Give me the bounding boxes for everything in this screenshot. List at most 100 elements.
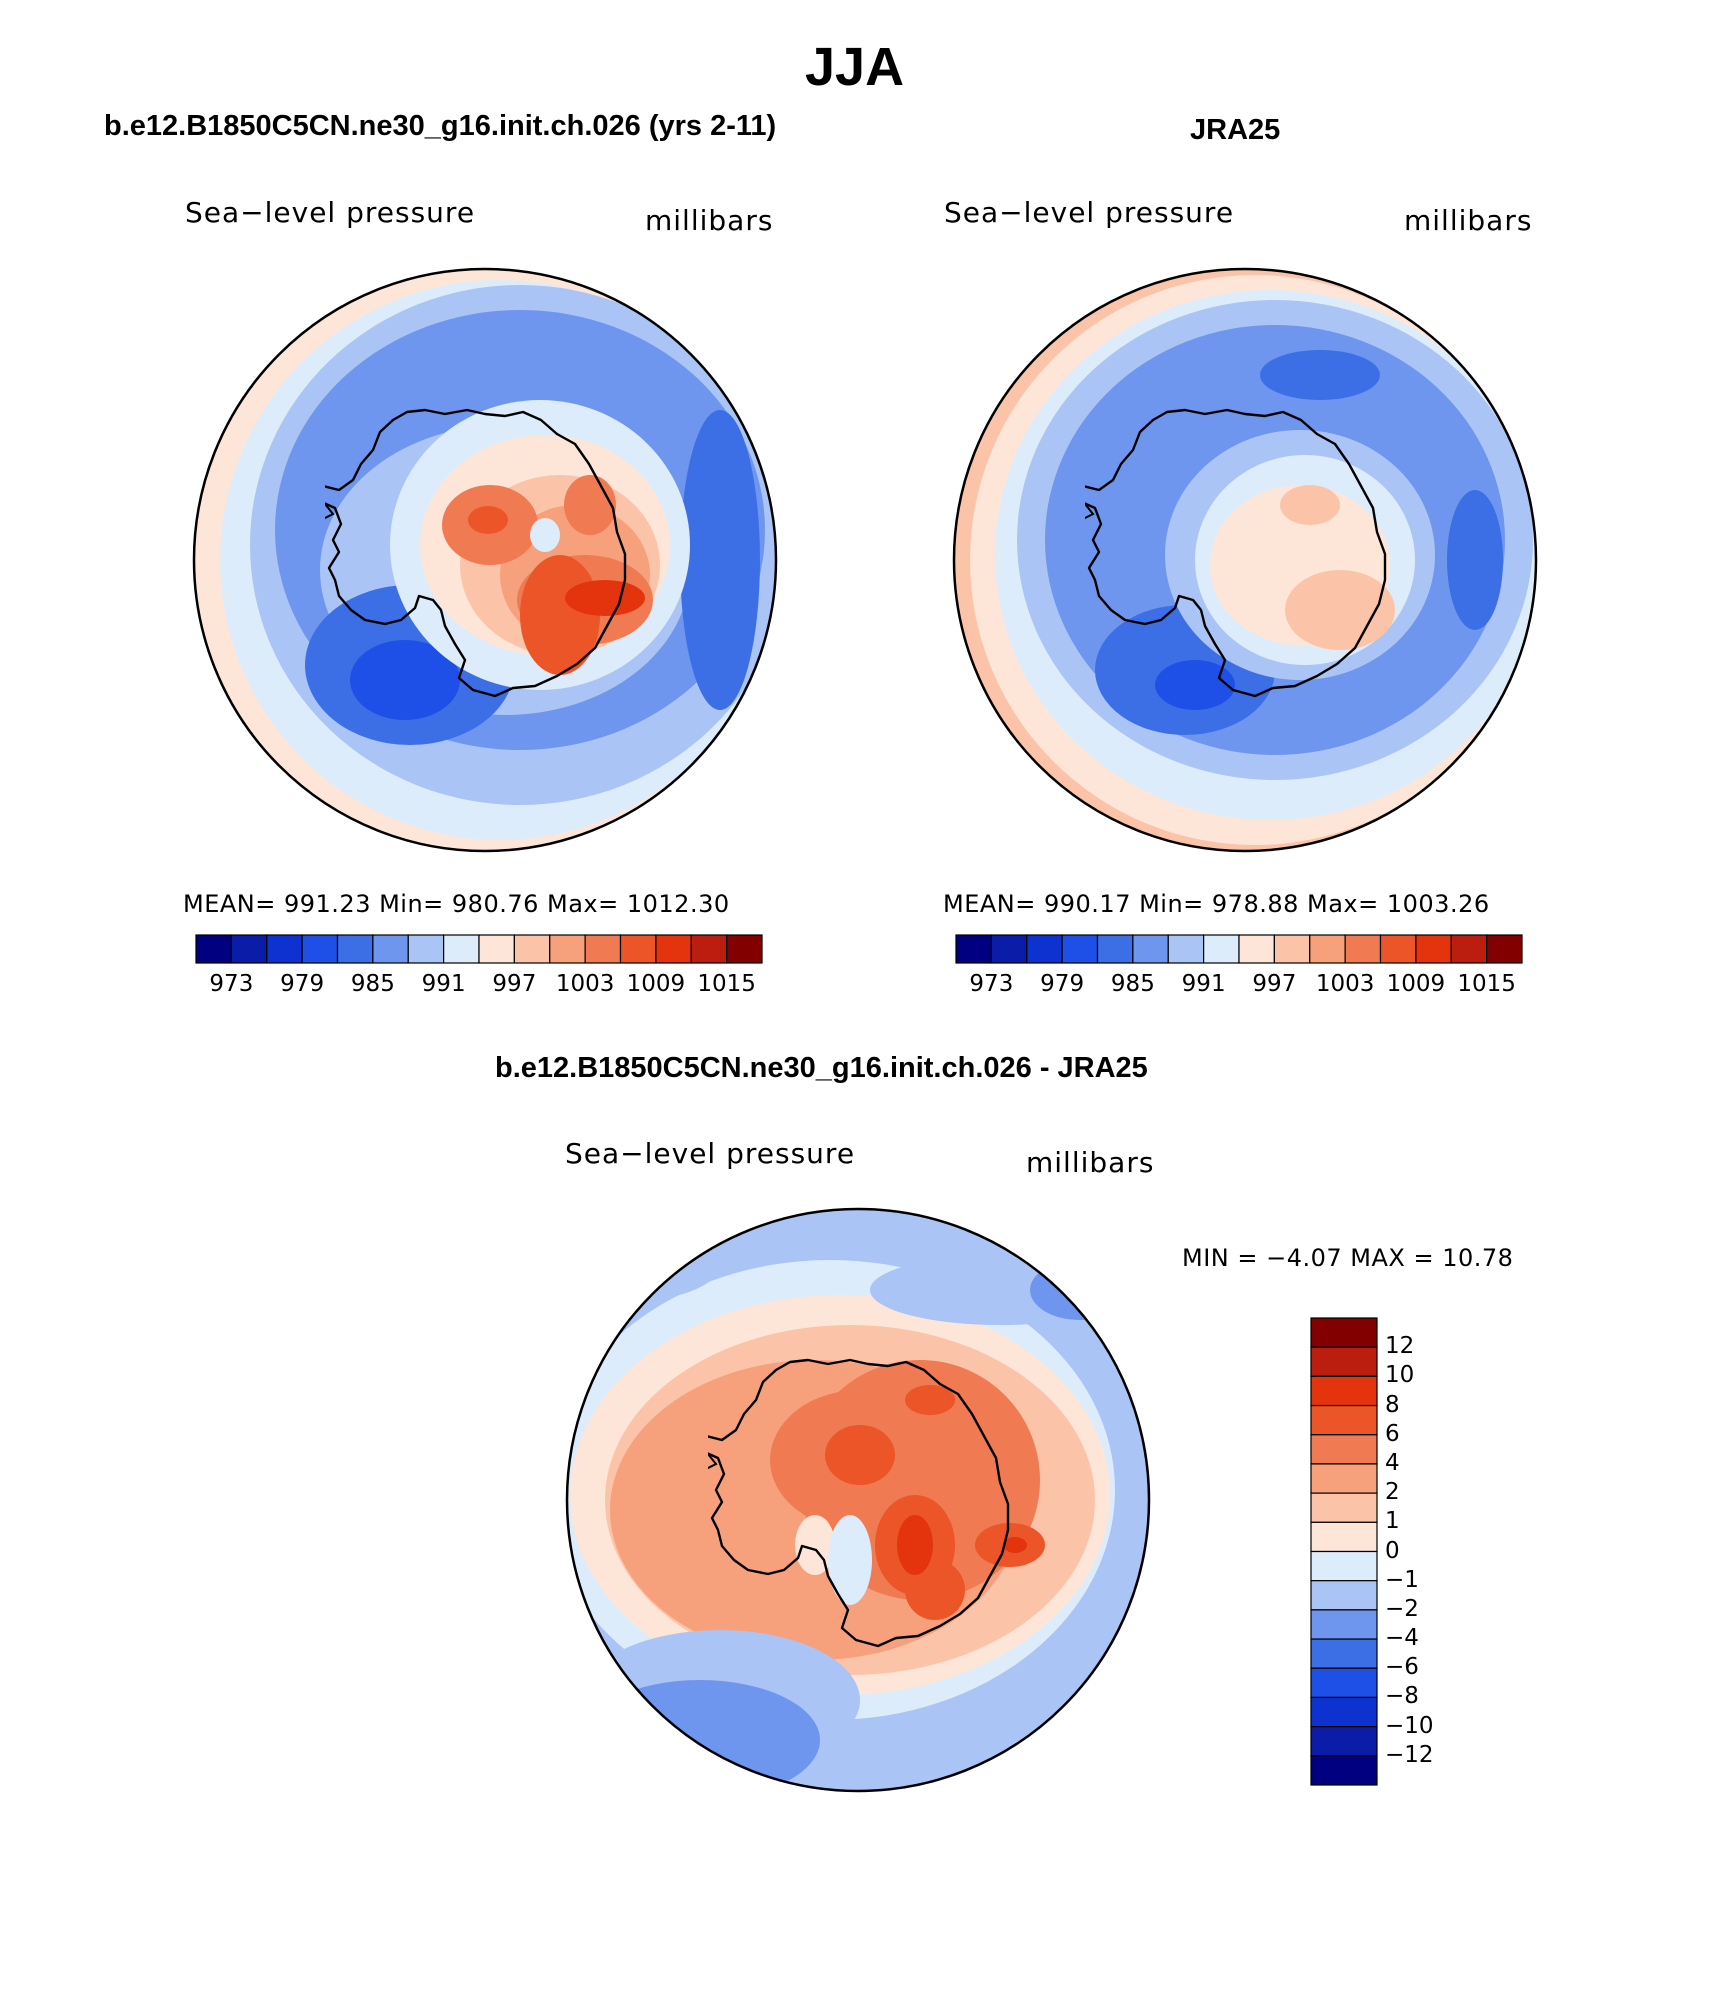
panel3-colorbar-label: 4 [1385, 1449, 1400, 1476]
panel3-colorbar-label: 6 [1385, 1420, 1400, 1447]
panel2-title: JRA25 [1190, 114, 1281, 146]
panel1-colorbar-box [584, 934, 622, 964]
panel3-colorbar-box [1310, 1638, 1378, 1669]
panel2-colorbar-box [1415, 934, 1452, 964]
panel1-colorbar-label: 991 [421, 971, 466, 997]
panel3-colorbar-box [1310, 1755, 1378, 1786]
panel1-colorbar-label: 985 [350, 971, 395, 997]
panel3-colorbar-box [1310, 1434, 1378, 1465]
panel2-colorbar-box [1203, 934, 1240, 964]
panel3-colorbar-label: −10 [1385, 1712, 1434, 1739]
panel2-colorbar-box [1309, 934, 1346, 964]
panel2-colorbar-label: 997 [1252, 971, 1297, 997]
panel1-colorbar-box [619, 934, 657, 964]
figure-title: JJA [805, 37, 905, 97]
panel2-colorbar-box [1238, 934, 1275, 964]
panel2-colorbar [955, 934, 1523, 964]
panel1-colorbar-box [230, 934, 268, 964]
panel2-variable-label: Sea−level pressure [944, 196, 1235, 229]
panel2-colorbar-box [1344, 934, 1382, 964]
panel1-colorbar-box [195, 934, 232, 964]
panel1-colorbar-box [443, 934, 480, 964]
panel2-colorbar-label: 979 [1040, 971, 1085, 997]
panel3-colorbar-label: −2 [1385, 1595, 1419, 1622]
panel1-colorbar-label: 1015 [697, 971, 756, 997]
panel2-colorbar-box [1132, 934, 1169, 964]
panel3-colorbar-box [1310, 1667, 1378, 1699]
panel1-colorbar-label: 997 [492, 971, 537, 997]
panel2-map [954, 269, 1536, 851]
panel1-colorbar-box [336, 934, 374, 964]
panel3-colorbar-box [1310, 1696, 1378, 1728]
panel2-colorbar-label: 973 [969, 971, 1014, 997]
panel1-colorbar-box [726, 934, 763, 964]
panel3-colorbar-label: −1 [1385, 1566, 1419, 1593]
panel3-colorbar-box [1310, 1521, 1378, 1553]
panel3-colorbar-label: −8 [1385, 1683, 1419, 1710]
panel3-colorbar-label: 10 [1385, 1362, 1415, 1389]
panel3-colorbar-label: −12 [1385, 1741, 1434, 1768]
panel3-colorbar-label: 2 [1385, 1479, 1400, 1506]
panel1-colorbar-label: 979 [280, 971, 325, 997]
panel2-colorbar-box [1061, 934, 1099, 964]
panel2-colorbar-box [1486, 934, 1523, 964]
panel2-colorbar-label: 985 [1110, 971, 1155, 997]
panel1-colorbar-label: 1009 [626, 971, 686, 997]
panel3-map [567, 1209, 1149, 1791]
panel3-colorbar-box [1310, 1609, 1378, 1640]
panel1-map-border [192, 267, 778, 853]
panel2-colorbar-box [1096, 934, 1134, 964]
panel3-variable-label: Sea−level pressure [565, 1137, 856, 1170]
panel3-colorbar-label: −6 [1385, 1654, 1419, 1681]
panel3-colorbar-box [1310, 1404, 1378, 1436]
panel3-title: b.e12.B1850C5CN.ne30_g16.init.ch.026 - J… [495, 1052, 1148, 1084]
panel2-colorbar-box [1026, 934, 1063, 964]
panel1-units-label: millibars [645, 204, 774, 237]
panel3-map-border [565, 1207, 1151, 1793]
panel1-colorbar-box [655, 934, 692, 964]
panel3-units-label: millibars [1026, 1146, 1155, 1179]
panel1-colorbar-box [513, 934, 551, 964]
panel3-colorbar-box [1310, 1463, 1378, 1494]
panel3-colorbar-box [1310, 1375, 1378, 1407]
panel2-colorbar-box [955, 934, 992, 964]
panel2-colorbar-label: 991 [1181, 971, 1226, 997]
panel1-map [194, 269, 776, 851]
panel2-map-border [952, 267, 1538, 853]
panel3-colorbar-label: −4 [1385, 1625, 1419, 1652]
panel1-colorbar-label: 973 [209, 971, 254, 997]
panel3-colorbar-box [1310, 1550, 1378, 1582]
panel1-variable-label: Sea−level pressure [185, 196, 476, 229]
panel1-stats: MEAN= 991.23 Min= 980.76 Max= 1012.30 [183, 890, 730, 918]
panel2-stats: MEAN= 990.17 Min= 978.88 Max= 1003.26 [943, 890, 1490, 918]
panel1-colorbar-box [549, 934, 586, 964]
panel1-colorbar-box [407, 934, 445, 964]
panel2-units-label: millibars [1404, 204, 1533, 237]
panel2-colorbar-box [1273, 934, 1311, 964]
panel2-colorbar-box [1379, 934, 1417, 964]
panel1-colorbar-box [478, 934, 515, 964]
panel3-colorbar-box [1310, 1492, 1378, 1523]
panel1-colorbar-box [301, 934, 339, 964]
panel2-colorbar-label: 1009 [1386, 971, 1446, 997]
panel1-colorbar-box [266, 934, 303, 964]
panel3-colorbar-box [1310, 1726, 1378, 1757]
panel3-colorbar-label: 12 [1385, 1333, 1415, 1360]
panel2-colorbar-label: 1003 [1315, 971, 1375, 997]
panel1-title: b.e12.B1850C5CN.ne30_g16.init.ch.026 (yr… [104, 110, 777, 142]
panel2-colorbar-label: 1015 [1457, 971, 1516, 997]
panel2-colorbar-box [1450, 934, 1488, 964]
panel1-colorbar [195, 934, 763, 964]
panel3-colorbar [1310, 1317, 1378, 1786]
panel3-stats: MIN = −4.07 MAX = 10.78 [1182, 1244, 1514, 1272]
panel3-colorbar-label: 8 [1385, 1391, 1400, 1418]
panel1-colorbar-box [690, 934, 728, 964]
panel2-colorbar-box [1167, 934, 1205, 964]
panel1-colorbar-label: 1003 [555, 971, 615, 997]
panel3-colorbar-box [1310, 1580, 1378, 1611]
panel1-colorbar-box [372, 934, 409, 964]
panel2-colorbar-box [990, 934, 1028, 964]
panel3-colorbar-label: 0 [1385, 1537, 1400, 1564]
